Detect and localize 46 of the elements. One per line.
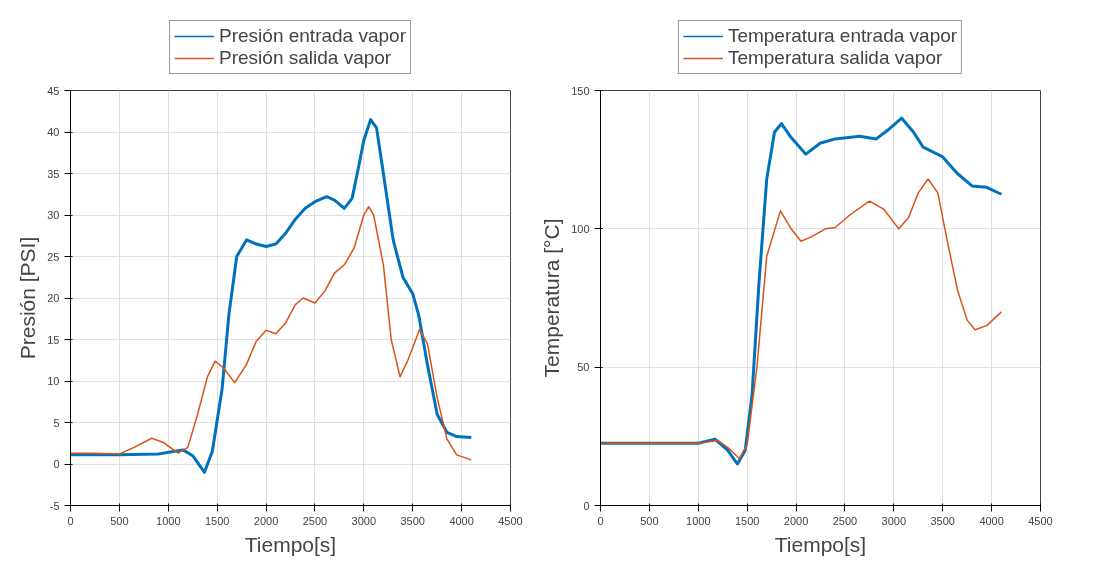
x-tick-label: 3000 [881,514,907,527]
y-tick-label: 20 [47,292,60,304]
x-tick-label: 0 [597,514,604,527]
x-tick-label: 500 [640,514,659,527]
x-tick-label: 2500 [832,514,858,527]
y-tick-label: 150 [571,84,590,97]
y-tick-label: 15 [47,333,60,346]
line-series [600,178,1003,460]
x-axis-title: Tiempo[s] [244,532,337,556]
x-tick-label: 500 [110,514,129,527]
y-tick-label: 100 [571,222,590,235]
legend-label: Temperatura entrada vapor [727,25,958,47]
x-tick-label: 1000 [686,514,711,527]
x-tick-label: 0 [67,514,74,527]
x-tick-label: 1500 [734,514,760,527]
x-tick-label: 1500 [204,514,230,527]
x-tick-label: 2000 [253,514,279,527]
x-tick-label: 3000 [351,514,377,527]
legend-label: Temperatura salida vapor [727,47,943,69]
y-tick-label: -5 [49,499,60,512]
y-tick-label: 30 [47,209,60,221]
x-tick-label: 1000 [156,514,181,527]
legend-label: Presión entrada vapor [219,25,406,47]
y-tick-label: 0 [583,499,590,512]
y-tick-label: 0 [53,458,60,470]
y-tick-label: 45 [47,84,60,97]
x-tick-label: 3500 [400,514,425,527]
x-tick-label: 4000 [979,514,1004,527]
x-tick-label: 4500 [1028,514,1053,527]
x-tick-label: 2500 [302,514,328,527]
y-tick-label: 40 [47,126,60,138]
y-tick-label: 50 [577,361,590,374]
x-axis-title: Tiempo[s] [774,532,867,556]
legend-label: Presión salida vapor [219,47,392,69]
y-axis-title: Presión [PSI] [16,236,40,360]
x-tick-label: 3500 [930,514,955,527]
y-tick-label: 25 [47,250,60,263]
line-series [70,118,473,474]
y-tick-label: 5 [53,416,60,429]
line-series [70,205,473,461]
y-tick-label: 10 [47,375,60,387]
x-tick-label: 4000 [449,514,474,527]
x-tick-label: 4500 [498,514,523,527]
y-axis-title: Temperatura [°C] [540,218,564,378]
x-tick-label: 2000 [783,514,809,527]
y-tick-label: 35 [47,167,60,180]
